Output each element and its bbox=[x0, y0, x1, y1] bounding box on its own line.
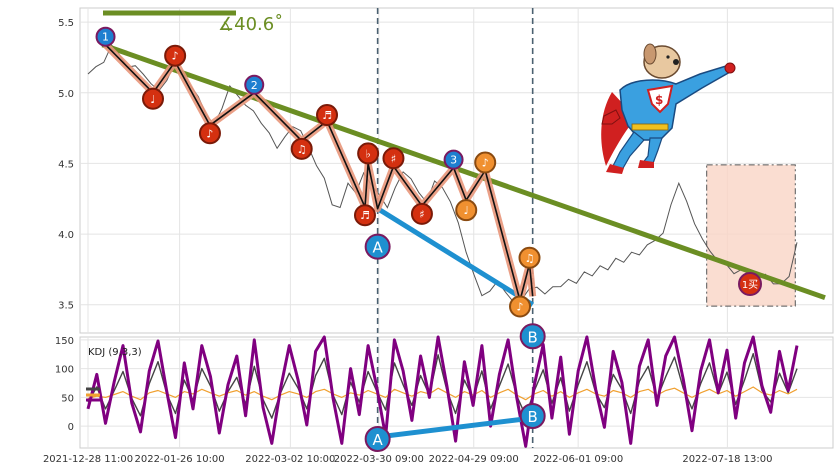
wave-marker-label: 2 bbox=[251, 79, 258, 92]
wave-marker-label: ♯ bbox=[419, 208, 424, 221]
wave-marker-label: ♪ bbox=[482, 157, 489, 170]
wave-marker bbox=[519, 323, 546, 350]
wave-marker bbox=[410, 202, 433, 225]
kdj-ytick-label: 100 bbox=[55, 365, 74, 376]
kdj-divergence-line bbox=[377, 415, 533, 440]
kdj-label: KDJ (9,3,3) bbox=[88, 347, 142, 358]
xtick-label: 2022-07-18 13:00 bbox=[682, 454, 772, 465]
kdj-ytick-label: 0 bbox=[68, 422, 74, 433]
wave-marker bbox=[357, 142, 380, 165]
wave-marker-label: B bbox=[528, 328, 538, 346]
xtick-label: 2021-12-28 11:00 bbox=[43, 454, 133, 465]
wave-marker-label: ♬ bbox=[360, 209, 370, 222]
wave-marker bbox=[353, 204, 376, 227]
wave-marker bbox=[443, 149, 464, 170]
buy-signal-badge bbox=[738, 272, 762, 296]
wave-marker bbox=[316, 104, 339, 127]
kdj-j-line bbox=[86, 335, 799, 448]
kdj-divergence-marker bbox=[519, 403, 546, 429]
wave-marker bbox=[244, 74, 265, 95]
superhero-dog-illustration: $ bbox=[601, 43, 736, 174]
svg-text:$: $ bbox=[655, 93, 663, 107]
wave-marker-label: ♪ bbox=[517, 301, 524, 314]
wave-marker bbox=[518, 246, 541, 269]
wave-marker bbox=[382, 147, 405, 170]
wave-marker bbox=[141, 87, 164, 110]
wave-marker-label: ♫ bbox=[525, 252, 535, 265]
wave-marker bbox=[95, 26, 116, 47]
kdj-divergence-label: B bbox=[528, 408, 538, 426]
wave-marker-label: ♩ bbox=[150, 93, 155, 106]
wave-marker-label: ♯ bbox=[391, 152, 396, 165]
xtick-label: 2022-03-30 09:00 bbox=[334, 454, 424, 465]
wave-marker-label: ♪ bbox=[206, 127, 213, 140]
wave-marker bbox=[474, 151, 497, 174]
wave-marker-label: ♫ bbox=[297, 143, 307, 156]
wave-marker bbox=[290, 137, 313, 160]
wave-marker-label: ♪ bbox=[172, 50, 179, 63]
wave-path bbox=[104, 44, 534, 302]
price-ytick-label: 3.5 bbox=[58, 301, 74, 312]
wave-marker-label: A bbox=[373, 239, 384, 257]
kdj-ytick-label: 150 bbox=[55, 336, 74, 347]
kdj-ytick-label: 50 bbox=[61, 393, 74, 404]
wave-marker bbox=[198, 122, 221, 145]
wave-marker-label: ♬ bbox=[322, 109, 332, 122]
price-ytick-label: 4.5 bbox=[58, 159, 74, 170]
wave-marker-label: 3 bbox=[450, 154, 457, 167]
wave-marker bbox=[364, 233, 391, 260]
xtick-label: 2022-01-26 10:00 bbox=[135, 454, 225, 465]
angle-annotation: ∡40.6˚ bbox=[218, 14, 283, 35]
xtick-label: 2022-06-01 09:00 bbox=[533, 454, 623, 465]
green-trendline bbox=[101, 42, 826, 301]
price-ytick-label: 4.0 bbox=[58, 230, 74, 241]
xtick-label: 2022-03-02 10:00 bbox=[245, 454, 335, 465]
kdj-divergence-marker bbox=[364, 426, 391, 452]
price-ytick-label: 5.5 bbox=[58, 18, 74, 29]
kdj-d-line bbox=[87, 386, 798, 401]
kdj-k-line bbox=[87, 353, 798, 419]
blue-divergence-line bbox=[376, 206, 534, 307]
wave-marker bbox=[164, 44, 187, 67]
wave-marker-label: 1 bbox=[102, 31, 109, 44]
kdj-divergence-label: A bbox=[373, 431, 384, 449]
buy-signal-label: 1买 bbox=[742, 279, 758, 291]
wave-marker bbox=[455, 199, 478, 222]
xtick-label: 2022-04-29 09:00 bbox=[429, 454, 519, 465]
wave-marker-label: ♭ bbox=[366, 147, 371, 160]
wave-marker bbox=[509, 295, 532, 318]
price-ytick-label: 5.0 bbox=[58, 89, 74, 100]
wave-marker-label: ♩ bbox=[464, 204, 469, 217]
